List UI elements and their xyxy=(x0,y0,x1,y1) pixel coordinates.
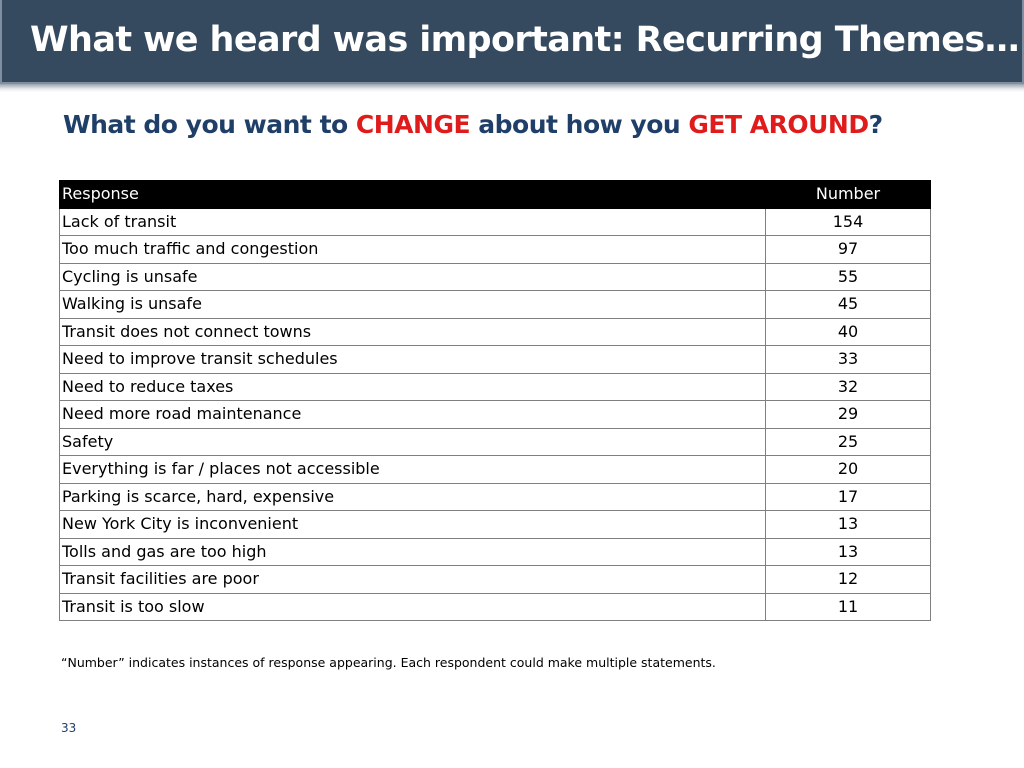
table-row: Everything is far / places not accessibl… xyxy=(59,455,931,484)
table-row: New York City is inconvenient 13 xyxy=(59,510,931,539)
number-cell: 45 xyxy=(765,290,931,319)
number-cell: 17 xyxy=(765,482,931,511)
table-header-row: Response Number xyxy=(59,180,931,209)
response-cell: New York City is inconvenient xyxy=(59,510,766,539)
table-row: Parking is scarce, hard, expensive 17 xyxy=(59,482,931,511)
response-cell: Everything is far / places not accessibl… xyxy=(59,455,766,484)
response-cell: Transit facilities are poor xyxy=(59,565,766,594)
table-row: Cycling is unsafe 55 xyxy=(59,262,931,291)
column-header-response: Response xyxy=(59,180,766,209)
slide-title: What we heard was important: Recurring T… xyxy=(30,20,1020,60)
number-cell: 32 xyxy=(765,372,931,401)
response-cell: Lack of transit xyxy=(59,207,766,236)
table-row: Need to reduce taxes 32 xyxy=(59,372,931,401)
number-cell: 154 xyxy=(765,207,931,236)
page-number: 33 xyxy=(61,721,77,735)
question-heading: What do you want to CHANGE about how you… xyxy=(63,110,883,139)
question-highlight-change: CHANGE xyxy=(355,110,471,139)
table-body: Lack of transit 154 Too much traffic and c… xyxy=(59,207,931,621)
response-cell: Cycling is unsafe xyxy=(59,262,766,291)
header-shadow xyxy=(0,84,1024,92)
response-cell: Need more road maintenance xyxy=(59,400,766,429)
table-row: Too much traffic and congestion 97 xyxy=(59,235,931,264)
responses-table: Response Number Lack of transit 154 Too mu… xyxy=(59,180,931,621)
column-header-number: Number xyxy=(765,180,931,209)
table-row: Lack of transit 154 xyxy=(59,207,931,236)
number-cell: 55 xyxy=(765,262,931,291)
number-cell: 12 xyxy=(765,565,931,594)
number-cell: 13 xyxy=(765,537,931,566)
number-cell: 20 xyxy=(765,455,931,484)
table-row: Need to improve transit schedules 33 xyxy=(59,345,931,374)
response-cell: Need to reduce taxes xyxy=(59,372,766,401)
response-cell: Safety xyxy=(59,427,766,456)
number-cell: 29 xyxy=(765,400,931,429)
number-cell: 40 xyxy=(765,317,931,346)
number-cell: 97 xyxy=(765,235,931,264)
table-row: Transit is too slow 11 xyxy=(59,592,931,621)
number-cell: 13 xyxy=(765,510,931,539)
question-highlight-get-around: GET AROUND xyxy=(688,110,869,139)
response-cell: Parking is scarce, hard, expensive xyxy=(59,482,766,511)
table-row: Transit does not connect towns 40 xyxy=(59,317,931,346)
question-mark: ? xyxy=(868,110,884,139)
footnote: “Number” indicates instances of response… xyxy=(61,655,716,670)
table-row: Transit facilities are poor 12 xyxy=(59,565,931,594)
table-row: Walking is unsafe 45 xyxy=(59,290,931,319)
response-cell: Need to improve transit schedules xyxy=(59,345,766,374)
slide-header: What we heard was important: Recurring T… xyxy=(0,0,1024,84)
response-cell: Tolls and gas are too high xyxy=(59,537,766,566)
table-header: Response Number xyxy=(59,180,931,209)
table-row: Safety 25 xyxy=(59,427,931,456)
number-cell: 11 xyxy=(765,592,931,621)
number-cell: 33 xyxy=(765,345,931,374)
table-row: Tolls and gas are too high 13 xyxy=(59,537,931,566)
table-row: Need more road maintenance 29 xyxy=(59,400,931,429)
question-text-2: about how you xyxy=(470,110,689,139)
response-cell: Transit is too slow xyxy=(59,592,766,621)
response-cell: Transit does not connect towns xyxy=(59,317,766,346)
number-cell: 25 xyxy=(765,427,931,456)
response-cell: Too much traffic and congestion xyxy=(59,235,766,264)
response-cell: Walking is unsafe xyxy=(59,290,766,319)
question-text-1: What do you want to xyxy=(63,110,356,139)
